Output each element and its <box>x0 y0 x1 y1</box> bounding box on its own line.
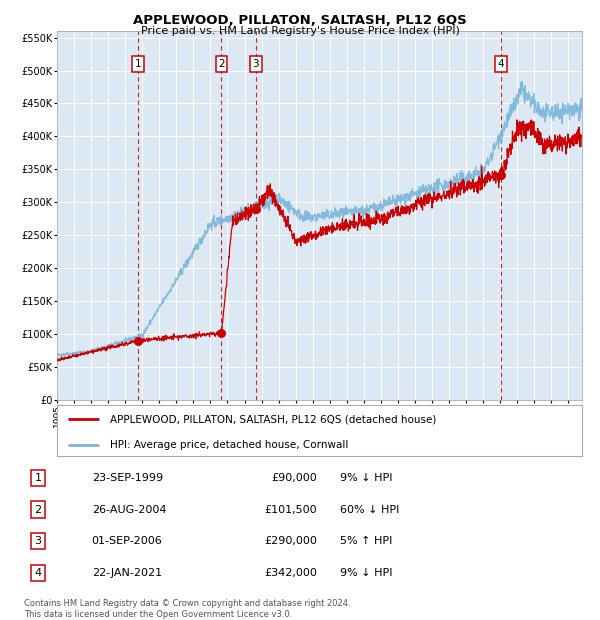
Text: 1: 1 <box>134 59 141 69</box>
Text: Price paid vs. HM Land Registry's House Price Index (HPI): Price paid vs. HM Land Registry's House … <box>140 26 460 36</box>
Text: 01-SEP-2006: 01-SEP-2006 <box>92 536 163 546</box>
Text: APPLEWOOD, PILLATON, SALTASH, PL12 6QS (detached house): APPLEWOOD, PILLATON, SALTASH, PL12 6QS (… <box>110 414 436 424</box>
Text: 60% ↓ HPI: 60% ↓ HPI <box>340 505 399 515</box>
Text: £342,000: £342,000 <box>265 568 317 578</box>
Text: 5% ↑ HPI: 5% ↑ HPI <box>340 536 392 546</box>
Text: 2: 2 <box>35 505 41 515</box>
Text: 3: 3 <box>253 59 259 69</box>
Text: 4: 4 <box>498 59 505 69</box>
Text: £101,500: £101,500 <box>265 505 317 515</box>
Text: 3: 3 <box>35 536 41 546</box>
Text: 9% ↓ HPI: 9% ↓ HPI <box>340 473 392 483</box>
Text: 2: 2 <box>218 59 225 69</box>
Text: 1: 1 <box>35 473 41 483</box>
Text: Contains HM Land Registry data © Crown copyright and database right 2024.
This d: Contains HM Land Registry data © Crown c… <box>24 600 350 619</box>
Text: 22-JAN-2021: 22-JAN-2021 <box>92 568 162 578</box>
Text: HPI: Average price, detached house, Cornwall: HPI: Average price, detached house, Corn… <box>110 440 348 450</box>
Text: £290,000: £290,000 <box>265 536 317 546</box>
Text: £90,000: £90,000 <box>272 473 317 483</box>
Text: APPLEWOOD, PILLATON, SALTASH, PL12 6QS: APPLEWOOD, PILLATON, SALTASH, PL12 6QS <box>133 14 467 27</box>
Text: 26-AUG-2004: 26-AUG-2004 <box>92 505 166 515</box>
Text: 4: 4 <box>35 568 41 578</box>
Text: 23-SEP-1999: 23-SEP-1999 <box>92 473 163 483</box>
Text: 9% ↓ HPI: 9% ↓ HPI <box>340 568 392 578</box>
